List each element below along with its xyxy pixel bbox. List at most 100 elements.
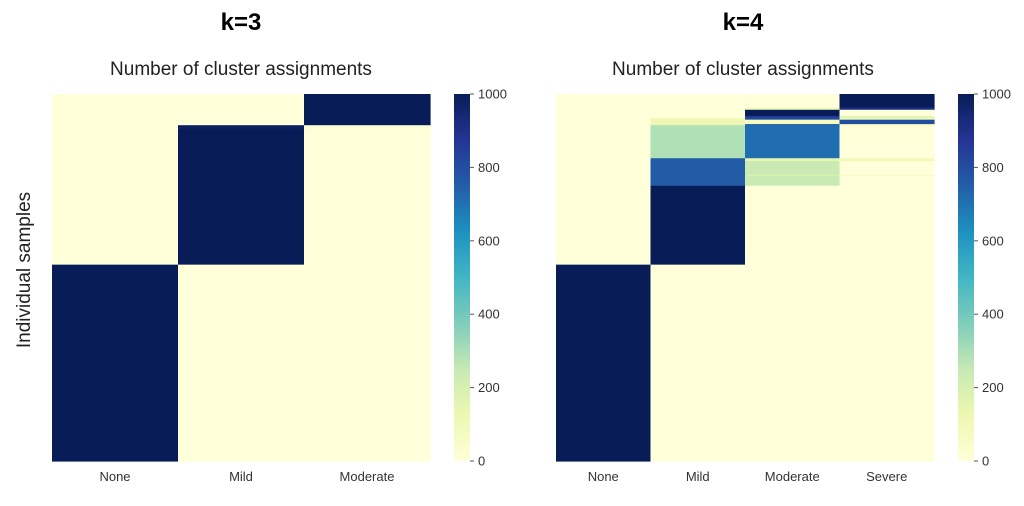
heatmap-cell [650,119,746,125]
heatmap-cell [839,158,935,162]
heatmap-cells [52,94,431,462]
heatmap-cell [52,94,179,126]
colorbar-tick-label: 200 [982,380,1004,395]
heatmap-cell [745,185,841,266]
heatmap-cell [556,158,652,162]
x-tick-label: Mild [229,469,253,484]
heatmap-cell [304,125,431,130]
heatmap-cell [650,175,746,187]
heatmap-cell [839,124,935,126]
heatmap-cell [745,94,841,109]
heatmap-cell [839,94,935,109]
heatmap-cell [304,94,431,126]
heatmap-cell [650,107,746,111]
panel-subtitle: Number of cluster assignments [612,59,874,80]
heatmap-cell [745,161,841,176]
heatmap-cell [556,94,652,109]
heatmap-cell [52,128,179,266]
colorbar-tick-label: 1000 [982,87,1011,102]
heatmap-cell [839,185,935,266]
heatmap-cell [178,128,305,266]
heatmap-cell [745,107,841,111]
heatmap-cell [839,116,935,119]
heatmap-cell [556,125,652,159]
x-tick-labels: None Mild Moderate [99,469,394,484]
heatmap-cell [556,161,652,176]
heatmap-cell [839,174,935,177]
x-tick-label: Severe [866,469,907,484]
heatmap-cell [556,264,652,462]
heatmap-cell [650,161,746,176]
colorbar-tick-label: 600 [478,233,500,248]
colorbar-tick-label: 400 [982,307,1004,322]
panel-title: k=4 [723,9,764,36]
heatmap-cell [650,185,746,266]
heatmap-cell [650,158,746,162]
x-tick-label: Moderate [765,469,820,484]
panel-subtitle: Number of cluster assignments [110,59,372,80]
colorbar [958,94,974,461]
heatmap-cell [556,174,652,177]
colorbar-tick-label: 400 [478,307,500,322]
y-axis-label: Individual samples [14,192,35,348]
x-tick-label: Moderate [340,469,395,484]
heatmap-cell [839,107,935,111]
colorbar-tick-label: 0 [982,454,989,469]
heatmap-cell [556,124,652,126]
heatmap-cell [650,264,746,462]
heatmap-cell [839,161,935,176]
colorbar-ticks: 0 200 400 600 800 1000 [470,87,507,469]
heatmap-cell [178,264,305,462]
heatmap-cell [745,158,841,162]
x-tick-label: None [588,469,619,484]
heatmap-cell [839,119,935,125]
heatmap-cell [745,175,841,187]
heatmap-cell [304,264,431,462]
heatmap-cell [178,94,305,126]
heatmap-cell [839,109,935,117]
heatmap-cell [556,107,652,111]
colorbar-tick-label: 0 [478,454,485,469]
heatmap-panel-k4: k=4 Number of cluster assignments None Mi… [556,9,1011,484]
heatmap-cell [745,116,841,119]
heatmap-cell [650,116,746,119]
heatmap-cell [745,124,841,126]
heatmap-cell [650,174,746,177]
heatmap-cell [745,264,841,462]
x-tick-labels: None Mild Moderate Severe [588,469,908,484]
heatmap-cell [52,264,179,462]
x-tick-label: None [99,469,130,484]
heatmap-cell [745,109,841,117]
heatmap-cell [839,118,935,121]
heatmap-cell [650,124,746,126]
heatmap-cell [745,125,841,159]
colorbar-tick-label: 1000 [478,87,507,102]
heatmap-cell [556,119,652,125]
heatmap-cell [556,175,652,187]
heatmap-panel-k3: k=3 Number of cluster assignments None Mi… [52,9,507,484]
colorbar-tick-label: 800 [982,160,1004,175]
panel-title: k=3 [221,9,262,36]
heatmap-cell [650,109,746,117]
heatmap-cell [556,116,652,119]
heatmap-cell [839,175,935,187]
colorbar-tick-label: 200 [478,380,500,395]
heatmap-cell [650,94,746,109]
colorbar [454,94,470,461]
heatmap-cells [556,94,935,462]
colorbar-tick-label: 800 [478,160,500,175]
heatmap-cell [650,125,746,159]
heatmap-cell [839,125,935,159]
colorbar-ticks: 0 200 400 600 800 1000 [974,87,1011,469]
heatmap-cell [745,119,841,125]
heatmap-cell [745,174,841,177]
heatmap-cell [839,264,935,462]
heatmap-cell [556,109,652,117]
heatmap-cell [556,185,652,266]
heatmap-cell [304,128,431,266]
heatmap-cell [556,118,652,121]
heatmap-cell [178,125,305,130]
x-tick-label: Mild [686,469,710,484]
colorbar-tick-label: 600 [982,233,1004,248]
